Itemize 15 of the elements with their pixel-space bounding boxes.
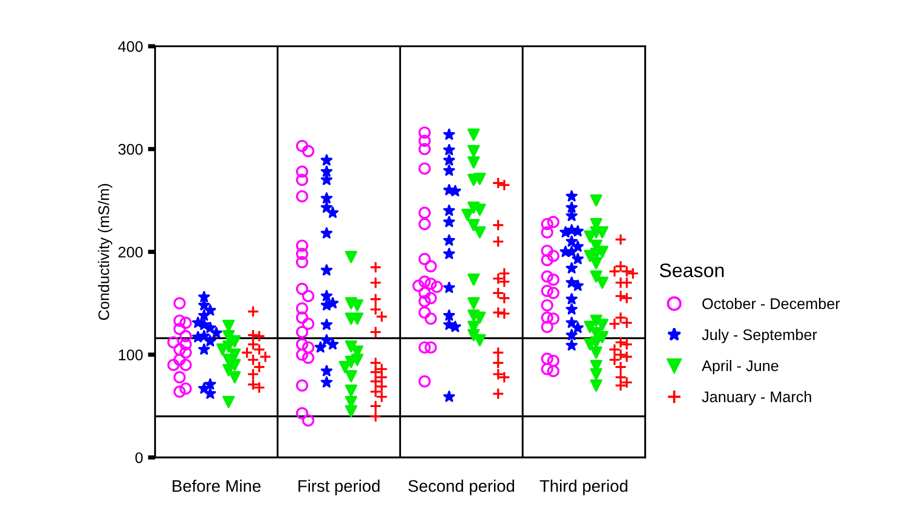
y-axis-title: Conductivity (mS/m) <box>98 184 112 320</box>
y-tick-label: 200 <box>118 246 143 258</box>
legend-title: Season <box>660 263 724 278</box>
y-tick-label: 300 <box>118 144 143 155</box>
legend-label: April - June <box>702 360 778 374</box>
legend-label: October - December <box>702 298 840 310</box>
y-tick-label: 400 <box>118 41 143 52</box>
y-tick-label: 100 <box>118 350 143 360</box>
x-tick-label: Second period <box>408 480 514 496</box>
y-tick-label: 0 <box>135 452 143 464</box>
x-tick-label: Third period <box>540 480 628 496</box>
x-tick-label: First period <box>298 480 380 496</box>
legend-label: July - September <box>702 328 817 344</box>
x-tick-label: Before Mine <box>172 480 261 492</box>
legend-label: January - March <box>702 391 812 406</box>
